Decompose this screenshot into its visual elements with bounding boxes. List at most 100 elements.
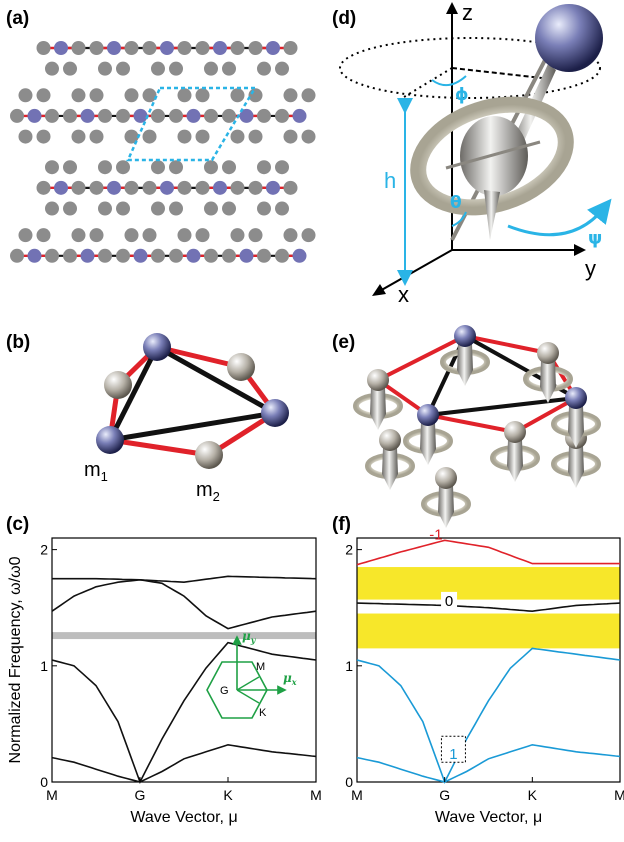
gyro-body: [568, 446, 584, 488]
gray-site: [256, 248, 271, 263]
gray-site: [44, 248, 59, 263]
gyro-body: [438, 486, 454, 528]
gray-site: [36, 129, 51, 144]
gray-site: [44, 160, 59, 175]
gray-site: [230, 180, 245, 195]
phi-label: ϕ: [455, 85, 469, 105]
panel-label-a: (a): [6, 8, 29, 29]
gray-site: [169, 201, 184, 216]
band-line-3: [51, 578, 317, 630]
gray-site: [10, 248, 25, 263]
blue-site: [54, 41, 68, 55]
gyro-body: [457, 344, 473, 386]
bz-gk-line: [236, 689, 260, 704]
gray-site: [142, 88, 157, 103]
y-tick-label: 1: [345, 658, 353, 674]
gray-site: [63, 160, 78, 175]
panel-label-e: (e): [332, 332, 355, 353]
y-tick-label: 0: [345, 774, 353, 790]
gray-site: [195, 180, 210, 195]
gray-site: [63, 248, 78, 263]
gray-site: [169, 248, 184, 263]
gray-site: [89, 88, 104, 103]
gray-site: [150, 61, 165, 76]
kagome-lattice-diagram: [10, 41, 316, 263]
label-m1: m1: [84, 459, 108, 484]
gray-site: [222, 201, 237, 216]
y-axis-label: Normalized Frequency, ω/ω0: [7, 556, 24, 763]
gray-site: [203, 248, 218, 263]
gray-site: [116, 160, 131, 175]
gyro-body: [540, 361, 556, 403]
gray-site: [230, 228, 245, 243]
red-bond: [377, 334, 466, 382]
blue-site: [107, 41, 121, 55]
gray-site: [222, 248, 237, 263]
bz-label-M: M: [256, 661, 265, 673]
gray-site: [89, 228, 104, 243]
psi-arrow: [507, 198, 612, 237]
blue-site: [186, 248, 201, 263]
black-bond: [427, 396, 577, 417]
x-axis-label: Wave Vector, μ: [435, 809, 542, 826]
x-arrowhead: [372, 284, 386, 296]
blue-site: [143, 333, 171, 361]
gray-site: [195, 41, 210, 55]
theta-arc: [451, 211, 467, 227]
gray-site: [203, 201, 218, 216]
gray-site: [169, 108, 184, 123]
blue-site: [186, 108, 201, 123]
gray-site: [150, 108, 165, 123]
x-tick-label: M: [46, 787, 58, 803]
band-line-2: [51, 641, 317, 784]
gray-site: [222, 108, 237, 123]
gray-site: [301, 129, 316, 144]
gray-site: [124, 88, 139, 103]
blue-site: [160, 180, 174, 195]
gray-site: [36, 41, 51, 55]
band-label: 0: [445, 593, 453, 610]
gray-site: [97, 248, 112, 263]
x-tick-label: K: [528, 787, 538, 803]
gray-site: [195, 88, 210, 103]
blue-site: [266, 180, 280, 195]
gray-site: [283, 88, 298, 103]
label-m2: m2: [196, 479, 220, 504]
blue-site: [27, 108, 42, 123]
band-line-4: [356, 539, 620, 566]
band-line-2: [356, 647, 621, 784]
bz-label-K: K: [259, 707, 267, 719]
gyro-ball: [379, 429, 401, 451]
gray-site: [248, 228, 263, 243]
gray-site: [195, 441, 223, 469]
gray-site: [63, 201, 78, 216]
gray-site: [283, 228, 298, 243]
gray-site: [97, 61, 112, 76]
gray-site: [142, 129, 157, 144]
band-label-bg: [441, 591, 458, 608]
band-gap: [357, 613, 620, 649]
gray-site: [150, 201, 165, 216]
gray-site: [18, 129, 33, 144]
x-projection: [403, 67, 453, 98]
gray-site: [283, 129, 298, 144]
gray-site: [116, 61, 131, 76]
gray-site: [150, 248, 165, 263]
gyro-ball: [367, 369, 389, 391]
blue-site: [292, 108, 307, 123]
x-tick-label: M: [614, 787, 624, 803]
gray-site: [124, 41, 139, 55]
gray-site: [124, 228, 139, 243]
gray-site: [116, 201, 131, 216]
y-arrowhead: [574, 244, 586, 256]
gray-site: [97, 160, 112, 175]
gray-site: [177, 88, 192, 103]
gyro-ball: [565, 387, 587, 409]
x-axis-label: Wave Vector, μ: [130, 809, 237, 826]
gray-site: [230, 41, 245, 55]
z-arrowhead: [446, 2, 458, 14]
gray-site: [63, 108, 78, 123]
plot-frame: [51, 537, 317, 783]
x-tick-label: M: [310, 787, 322, 803]
